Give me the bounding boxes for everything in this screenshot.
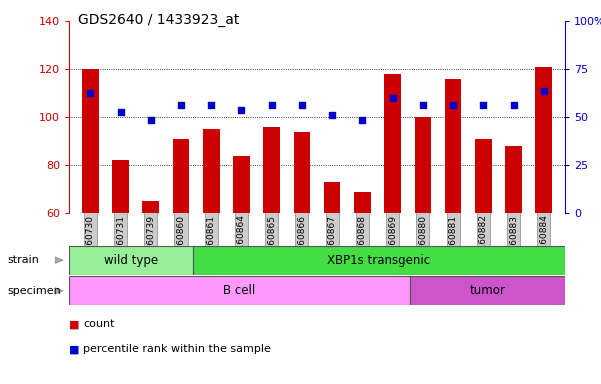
Bar [294, 131, 310, 213]
Point [297, 102, 307, 108]
Point [146, 116, 156, 122]
Point [267, 102, 276, 108]
Point [176, 102, 186, 108]
Point [539, 88, 549, 94]
Bar [505, 146, 522, 213]
Bar [415, 117, 431, 213]
Bar [69, 246, 193, 275]
Point [85, 90, 95, 96]
Bar [112, 161, 129, 213]
Bar [535, 67, 552, 213]
Bar [475, 139, 492, 213]
Point [328, 112, 337, 118]
Bar [445, 79, 462, 213]
Point [206, 102, 216, 108]
Bar [384, 74, 401, 213]
Bar [172, 139, 189, 213]
Point [448, 102, 458, 108]
Text: ■: ■ [69, 344, 79, 354]
Text: tumor: tumor [469, 285, 505, 297]
Bar [82, 69, 99, 213]
Text: percentile rank within the sample: percentile rank within the sample [83, 344, 271, 354]
Bar [354, 192, 371, 213]
Text: specimen: specimen [7, 286, 61, 296]
Bar [193, 246, 565, 275]
Point [478, 102, 488, 108]
Point [358, 116, 367, 122]
Bar [233, 156, 250, 213]
Bar [69, 276, 410, 305]
Text: XBP1s transgenic: XBP1s transgenic [328, 254, 430, 266]
Text: strain: strain [7, 255, 39, 265]
Bar [142, 201, 159, 213]
Point [418, 102, 428, 108]
Bar [263, 127, 280, 213]
Text: wild type: wild type [104, 254, 158, 266]
Bar [410, 276, 565, 305]
Bar [324, 182, 340, 213]
Point [388, 95, 397, 101]
Text: ■: ■ [69, 319, 79, 329]
Text: GDS2640 / 1433923_at: GDS2640 / 1433923_at [78, 13, 240, 27]
Point [508, 102, 518, 108]
Point [237, 107, 246, 113]
Text: count: count [83, 319, 114, 329]
Point [116, 109, 126, 115]
Text: B cell: B cell [224, 285, 255, 297]
Bar [203, 129, 219, 213]
